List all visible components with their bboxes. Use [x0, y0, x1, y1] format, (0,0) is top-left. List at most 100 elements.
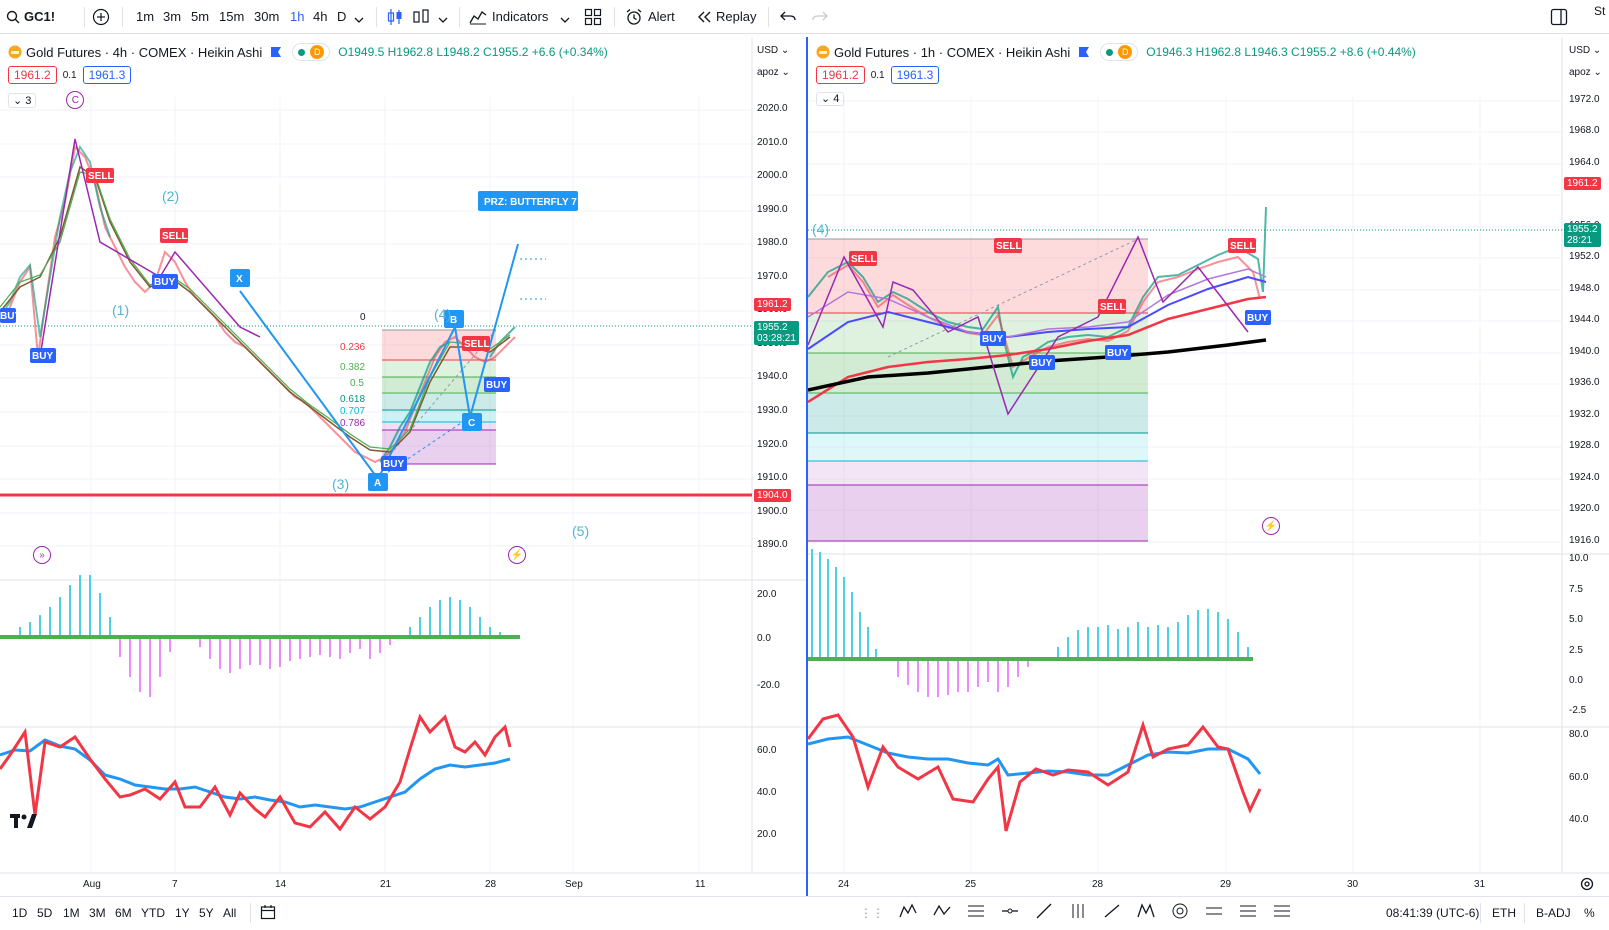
settings-gear-icon[interactable] [1580, 877, 1594, 894]
candles-style-icon[interactable] [386, 7, 404, 30]
adjustment-toggle[interactable]: B-ADJ [1536, 906, 1571, 920]
momentum-histogram [0, 575, 520, 697]
xabcd-pattern-tool-icon[interactable] [1136, 901, 1156, 924]
currency-select[interactable]: USD ⌄ [1569, 45, 1602, 56]
ask-button[interactable]: 1961.3 [82, 66, 132, 84]
flag-icon[interactable] [270, 46, 282, 58]
timeframe-5m[interactable]: 5m [191, 9, 210, 24]
price-tick: 1910.0 [757, 472, 788, 483]
redo-icon[interactable] [812, 9, 828, 26]
target-tool-icon[interactable] [1170, 901, 1190, 924]
timeframe-3m[interactable]: 3m [163, 9, 182, 24]
replay-button[interactable]: Replay [696, 0, 756, 33]
indicator-collapse[interactable]: ⌄ 4 [816, 91, 845, 106]
lightning-icon[interactable]: ⚡ [1262, 517, 1280, 535]
timeframe-4h[interactable]: 4h [313, 9, 328, 24]
chart-title: Gold Futures · 4h · COMEX · Heikin Ashi [26, 44, 263, 60]
range-5y[interactable]: 5Y [199, 906, 214, 920]
currency-label: USD [757, 45, 779, 56]
collapse-toggle[interactable]: ⌄ 3 [8, 92, 37, 108]
session-toggle[interactable]: ETH [1492, 906, 1516, 920]
range-ytd[interactable]: YTD [141, 906, 165, 920]
timeframe-1m[interactable]: 1m [136, 9, 155, 24]
range-1y[interactable]: 1Y [175, 906, 190, 920]
replay-circle-icon[interactable]: » [33, 546, 51, 564]
price-tick: 1924.0 [1569, 472, 1600, 483]
osc-tick: -20.0 [757, 680, 780, 691]
chevron-down-icon[interactable] [560, 12, 570, 27]
timeframe-15m[interactable]: 15m [219, 9, 245, 24]
compare-button[interactable] [92, 0, 110, 33]
drag-handle-icon[interactable]: ⋮⋮ [860, 905, 884, 920]
wave-label: (4) [812, 221, 829, 237]
ohlc-values: O1949.5 H1962.8 L1948.2 C1955.2 +6.6 (+0… [338, 45, 608, 59]
percent-scale-toggle[interactable]: % [1584, 906, 1595, 920]
abc-pattern-tool-icon[interactable] [932, 901, 952, 924]
unit-select[interactable]: apoz ⌄ [757, 67, 790, 78]
range-3m[interactable]: 3M [89, 906, 106, 920]
divider [768, 7, 769, 27]
ray-tool-icon[interactable] [1102, 901, 1122, 924]
range-1d[interactable]: 1D [12, 906, 28, 920]
svg-text:0.786: 0.786 [340, 418, 365, 429]
osc-tick: 40.0 [757, 787, 777, 798]
osc-tick: 10.0 [1569, 553, 1589, 564]
currency-select[interactable]: USD ⌄ [757, 45, 790, 56]
spread-value: 0.1 [870, 69, 885, 81]
lightning-icon[interactable]: ⚡ [508, 546, 526, 564]
plus-circle-icon [92, 8, 110, 26]
time-tick: 14 [275, 879, 287, 890]
fib-retracement-tool-icon[interactable] [966, 901, 986, 924]
harmonic-pattern[interactable] [808, 235, 1249, 416]
chart-pane-1h[interactable]: SELL SELL SELL SELL BUY BUY BUY BUY (4) … [808, 37, 1609, 896]
chart-pane-4h[interactable]: 0 0.236 0.382 0.5 0.618 0.707 0.786 [0, 37, 806, 896]
replay-label: Replay [716, 9, 757, 24]
vertical-lines-tool-icon[interactable] [1068, 901, 1088, 924]
clock[interactable]: 08:41:39 (UTC-6) [1386, 906, 1480, 920]
bid-button[interactable]: 1961.2 [8, 66, 57, 84]
svg-text:SELL: SELL [464, 339, 490, 350]
chevron-down-icon[interactable] [354, 12, 364, 27]
range-all[interactable]: All [223, 906, 237, 920]
indicators-button[interactable]: Indicators [469, 0, 548, 33]
symbol-search[interactable]: GC1! [6, 0, 55, 33]
alert-button[interactable]: Alert [625, 0, 675, 33]
horizontal-line-tool-icon[interactable] [1000, 901, 1020, 924]
parallel-channel-tool-icon[interactable] [1204, 901, 1224, 924]
svg-text:(5): (5) [572, 523, 589, 539]
elliott-wave-tool-icon[interactable] [898, 901, 918, 924]
svg-text:BUY: BUY [1247, 313, 1268, 324]
indicator-collapse[interactable]: ⌄ 3 C [8, 91, 85, 109]
svg-text:(3): (3) [332, 476, 349, 492]
c-circle-icon: C [66, 91, 85, 109]
calendar-icon[interactable] [260, 904, 276, 923]
range-6m[interactable]: 6M [115, 906, 132, 920]
collapse-toggle[interactable]: ⌄ 4 [816, 92, 845, 106]
flag-icon[interactable] [1078, 46, 1090, 58]
undo-icon[interactable] [780, 9, 796, 26]
bars-style-icon[interactable] [412, 7, 430, 30]
chart-canvas-1h[interactable]: SELL SELL SELL SELL BUY BUY BUY BUY (4) [808, 37, 1609, 896]
timeframe-d[interactable]: D [337, 9, 347, 24]
svg-text:(2): (2) [162, 188, 179, 204]
svg-text:0.618: 0.618 [340, 394, 365, 405]
layout-grid-icon[interactable] [584, 8, 602, 29]
wave-labels: (1) (2) (3) (4) (5) [112, 188, 589, 539]
range-1m[interactable]: 1M [63, 906, 80, 920]
bid-button[interactable]: 1961.2 [816, 66, 865, 84]
timeframe-30m[interactable]: 30m [254, 9, 280, 24]
range-5d[interactable]: 5D [37, 906, 53, 920]
chart-legend-4h: Gold Futures · 4h · COMEX · Heikin Ashi … [8, 43, 608, 61]
chevron-down-icon[interactable] [438, 12, 448, 27]
bid-price-tag: 1961.2 [1564, 177, 1601, 190]
trend-line-tool-icon[interactable] [1034, 901, 1054, 924]
sidebar-toggle-icon[interactable] [1550, 8, 1568, 29]
timeframe-1h[interactable]: 1h [290, 9, 305, 24]
chart-canvas-4h[interactable]: 0 0.236 0.382 0.5 0.618 0.707 0.786 [0, 37, 806, 896]
indicators-icon [469, 9, 487, 25]
alarm-clock-icon [625, 8, 643, 26]
menu-lines-icon[interactable] [1272, 901, 1292, 924]
ask-button[interactable]: 1961.3 [890, 66, 940, 84]
unit-select[interactable]: apoz ⌄ [1569, 67, 1602, 78]
regression-tool-icon[interactable] [1238, 901, 1258, 924]
